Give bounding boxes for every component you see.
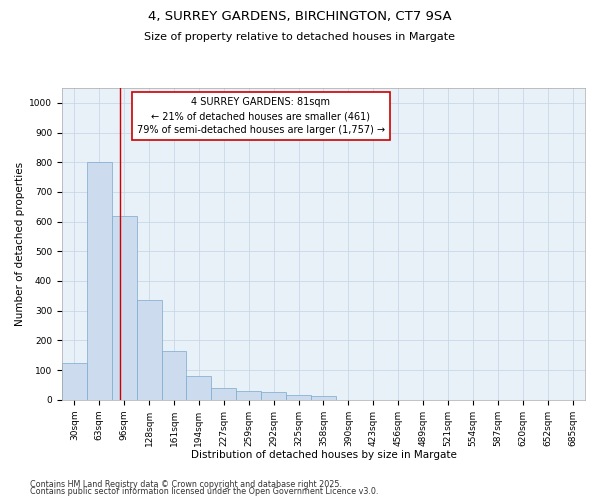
Text: 4, SURREY GARDENS, BIRCHINGTON, CT7 9SA: 4, SURREY GARDENS, BIRCHINGTON, CT7 9SA [148, 10, 452, 23]
Bar [87, 162, 112, 400]
Text: Size of property relative to detached houses in Margate: Size of property relative to detached ho… [145, 32, 455, 42]
Bar [161, 350, 187, 400]
Bar [236, 392, 261, 400]
Bar [286, 396, 311, 400]
Bar [311, 396, 336, 400]
Text: 4 SURREY GARDENS: 81sqm
← 21% of detached houses are smaller (461)
79% of semi-d: 4 SURREY GARDENS: 81sqm ← 21% of detache… [137, 98, 385, 136]
Bar [62, 362, 87, 400]
Bar [211, 388, 236, 400]
Bar [187, 376, 211, 400]
Bar [137, 300, 161, 400]
Y-axis label: Number of detached properties: Number of detached properties [15, 162, 25, 326]
X-axis label: Distribution of detached houses by size in Margate: Distribution of detached houses by size … [191, 450, 457, 460]
Text: Contains public sector information licensed under the Open Government Licence v3: Contains public sector information licen… [30, 487, 379, 496]
Text: Contains HM Land Registry data © Crown copyright and database right 2025.: Contains HM Land Registry data © Crown c… [30, 480, 342, 489]
Bar [112, 216, 137, 400]
Bar [261, 392, 286, 400]
